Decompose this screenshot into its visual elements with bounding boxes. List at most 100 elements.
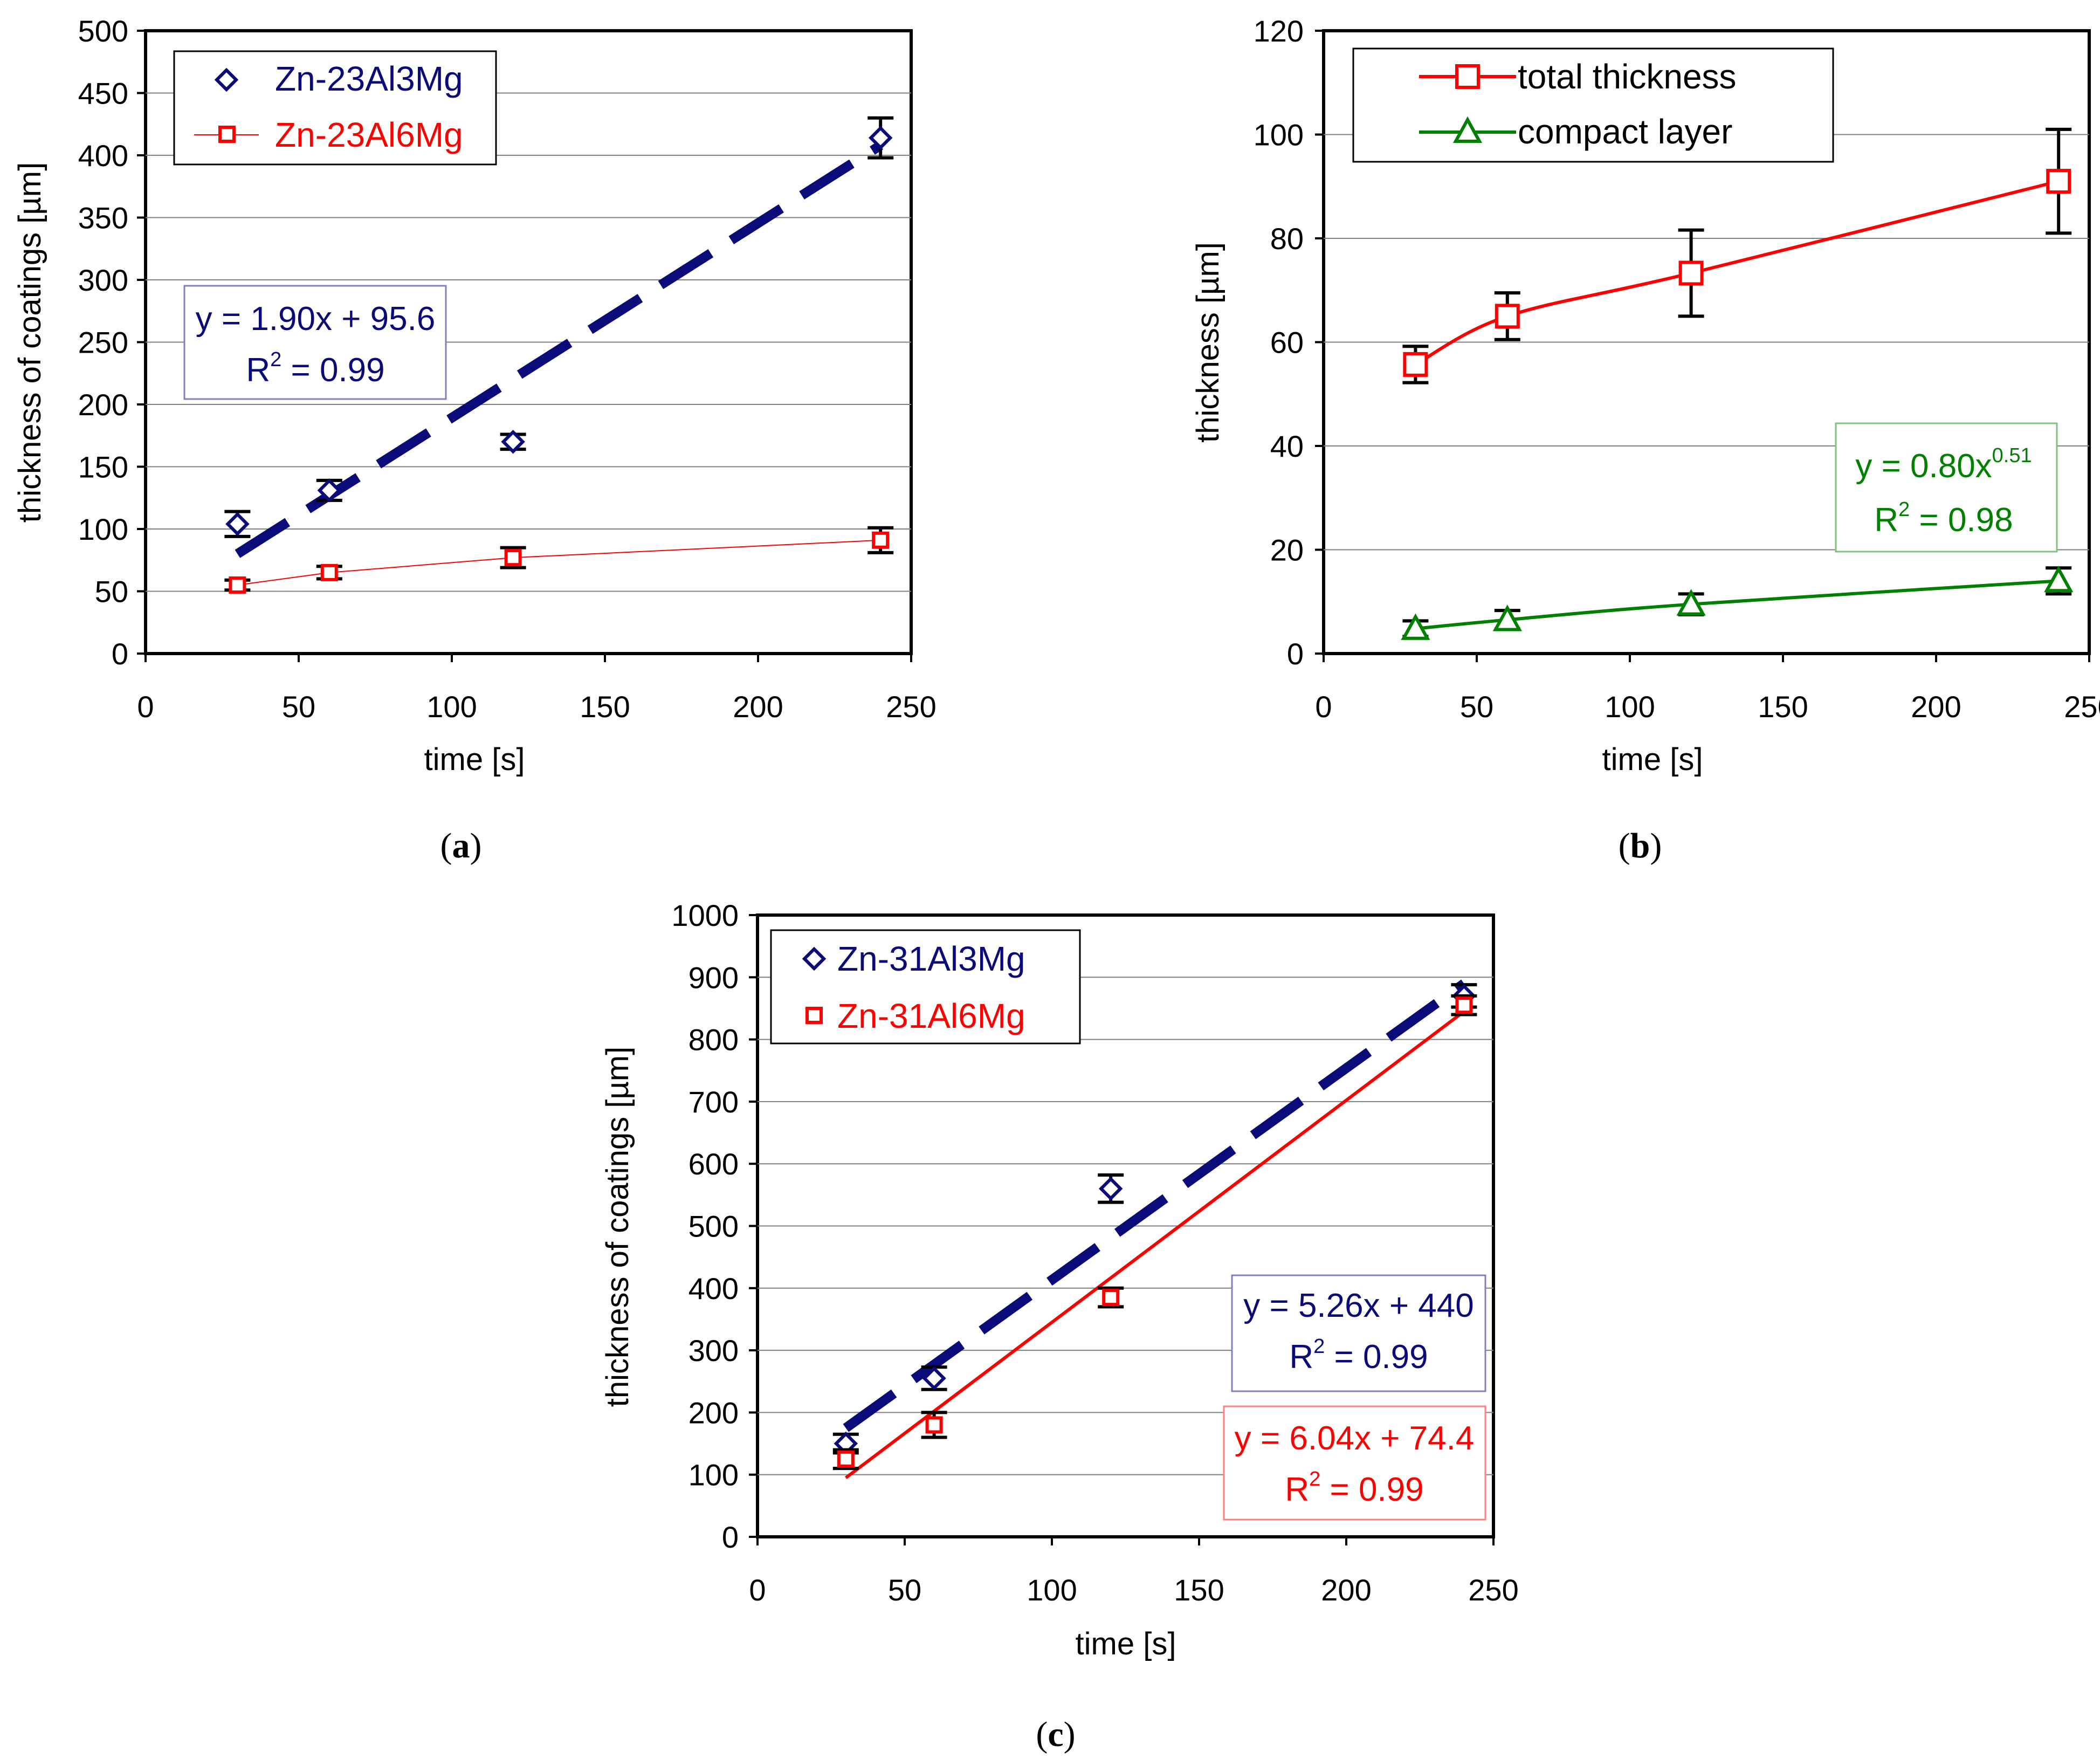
panel-a-legend-label-1: Zn-23Al3Mg — [275, 59, 463, 98]
panel-a-legend-label-2: Zn-23Al6Mg — [275, 115, 463, 154]
panel-c-legend-label-1: Zn-31Al3Mg — [837, 939, 1025, 978]
panel-c-series-1-point — [922, 1366, 946, 1391]
panel-a-series-2-point — [229, 576, 246, 594]
panel-b-y-tick-label: 80 — [1270, 222, 1304, 256]
panel-c-x-tick-label: 150 — [1174, 1573, 1224, 1607]
panel-a-x-tick-label: 250 — [886, 690, 936, 724]
panel-c-equation-box-1 — [1231, 1274, 1486, 1392]
panel-a-x-tick-label: 150 — [580, 690, 630, 724]
panel-c-y-tick-label: 900 — [688, 960, 739, 994]
panel-c-series-2-point — [1102, 1289, 1120, 1307]
panel-c-y-tick-label: 1000 — [671, 898, 739, 932]
panel-c-legend-square-icon — [805, 1007, 823, 1024]
panel-a-y-ticks: 0 50 100 150 200 250 300 350 400 450 500 — [78, 14, 146, 671]
panel-b-series-1-point — [1403, 352, 1428, 377]
panel-a-y-axis-title: thickness of coatings [µm] — [12, 162, 47, 523]
panel-c-y-axis-title: thickness of coatings [µm] — [600, 1047, 635, 1407]
panel-b-legend-box — [1352, 47, 1834, 163]
panel-b-series-2-point — [1401, 613, 1430, 640]
panel-c-r2-text-2: R2 = 0.99 — [1285, 1468, 1423, 1508]
panel-b-y-tick-label: 0 — [1287, 637, 1304, 671]
panel-a-series-1-point — [868, 126, 893, 150]
panel-a-y-tick-label: 500 — [78, 14, 128, 48]
panel-c-equation-box-2 — [1223, 1405, 1486, 1521]
panel-b-x-tick-label: 0 — [1315, 690, 1332, 724]
panel-c-y-tick-label: 100 — [688, 1458, 739, 1492]
panel-b-y-ticks: 0 20 40 60 80 100 120 — [1254, 14, 1324, 671]
panel-a-y-tick-label: 400 — [78, 139, 128, 173]
panel-a-legend-diamond-icon — [214, 67, 239, 92]
panel-c-trendline-2 — [844, 1010, 1465, 1479]
panel-a-marks — [224, 116, 894, 594]
panel-b-x-tick-label: 200 — [1911, 690, 1961, 724]
panel-b-y-tick-label: 40 — [1270, 429, 1304, 463]
panel-c-x-tick-label: 200 — [1321, 1573, 1371, 1607]
panel-c-y-tick-label: 600 — [688, 1147, 739, 1181]
panel-c-x-tick-label: 250 — [1468, 1573, 1518, 1607]
panel-b-series-2-point — [2044, 566, 2074, 593]
panel-c-marks — [832, 979, 1477, 1479]
panel-b-legend: total thickness compact layer — [1352, 47, 1834, 163]
panel-a-y-tick-label: 50 — [95, 575, 128, 609]
panel-a-y-tick-label: 200 — [78, 388, 128, 422]
panel-b-y-tick-label: 20 — [1270, 533, 1304, 567]
panel-a-equation-box — [183, 285, 447, 400]
panel-b-equation-text: y = 0.80x0.51 — [1855, 444, 2032, 485]
panel-a-x-tick-label: 200 — [733, 690, 783, 724]
panel-a-y-tick-label: 450 — [78, 77, 128, 111]
panel-a-legend-square-icon — [218, 126, 236, 143]
panel-a-equation-text: y = 1.90x + 95.6 — [196, 300, 436, 338]
panel-a-x-tick-label: 0 — [137, 690, 154, 724]
panel-b-chart: 0 20 40 60 80 100 120 0 50 100 150 200 250 time [s]… — [1190, 14, 2100, 865]
panel-c-y-tick-label: 0 — [722, 1520, 739, 1554]
panel-c-y-tick-label: 200 — [688, 1396, 739, 1430]
panel-b-x-ticks: 0 50 100 150 200 250 — [1315, 654, 2100, 724]
panel-a-series-2-line — [237, 539, 881, 586]
panel-a-x-tick-label: 100 — [426, 690, 477, 724]
panel-b-r2-text: R2 = 0.98 — [1874, 498, 2013, 539]
panel-b-series-2-point — [1676, 589, 1706, 616]
panel-b-series-2-line — [1415, 579, 2059, 630]
panel-a-series-1-point — [501, 430, 525, 454]
panel-a-y-tick-label: 300 — [78, 263, 128, 297]
panel-c-y-tick-label: 400 — [688, 1272, 739, 1305]
panel-a-series-2-point — [872, 531, 890, 549]
panel-a-x-ticks: 0 50 100 150 200 250 — [137, 654, 937, 724]
panel-a-y-tick-label: 350 — [78, 201, 128, 235]
panel-c-trendline-1 — [843, 979, 1467, 1432]
panel-c-equation-2: y = 6.04x + 74.4 R2 = 0.99 — [1223, 1405, 1486, 1521]
panel-c-x-tick-label: 100 — [1027, 1573, 1077, 1607]
panel-a-y-tick-label: 250 — [78, 326, 128, 360]
panel-a-y-tick-label: 150 — [78, 450, 128, 484]
panel-a-series-2-point — [320, 564, 338, 581]
panel-a-label: (a) — [440, 826, 482, 865]
panel-c-y-tick-label: 300 — [688, 1334, 739, 1368]
panel-a-r2-text: R2 = 0.99 — [246, 348, 384, 389]
panel-c-label: (c) — [1036, 1715, 1075, 1754]
panel-c-series-2-point — [1455, 997, 1473, 1014]
panel-b-legend-triangle-icon — [1452, 116, 1483, 143]
panel-b-x-axis-title: time [s] — [1602, 742, 1703, 777]
panel-b-y-tick-label: 120 — [1254, 14, 1304, 48]
panel-b-legend-label-2: compact layer — [1518, 112, 1732, 151]
panel-b-equation-box — [1835, 422, 2058, 553]
panel-c-series-2-point — [925, 1416, 943, 1434]
panel-a-series-1-point — [317, 478, 342, 503]
panel-c-equation-text-2: y = 6.04x + 74.4 — [1235, 1420, 1475, 1457]
panel-b-marks — [1401, 127, 2074, 640]
panel-b-x-tick-label: 250 — [2064, 690, 2100, 724]
panel-a-x-axis-title: time [s] — [424, 742, 525, 777]
panel-c-x-axis-title: time [s] — [1076, 1626, 1176, 1661]
panel-b-series-1-line — [1415, 180, 2059, 366]
panel-a-y-tick-label: 0 — [112, 637, 128, 671]
panel-b-x-tick-label: 100 — [1605, 690, 1655, 724]
panel-b-legend-square-icon — [1455, 64, 1480, 89]
panel-a-series-2-point — [504, 549, 522, 567]
panel-b-equation: y = 0.80x0.51 R2 = 0.98 — [1835, 422, 2058, 553]
panel-c-y-tick-label: 800 — [688, 1023, 739, 1057]
panel-c-y-tick-label: 700 — [688, 1085, 739, 1119]
panel-c-series-2-point — [837, 1450, 855, 1468]
panel-c-equation-text-1: y = 5.26x + 440 — [1243, 1287, 1474, 1324]
panel-a-series-1-point — [225, 512, 250, 537]
